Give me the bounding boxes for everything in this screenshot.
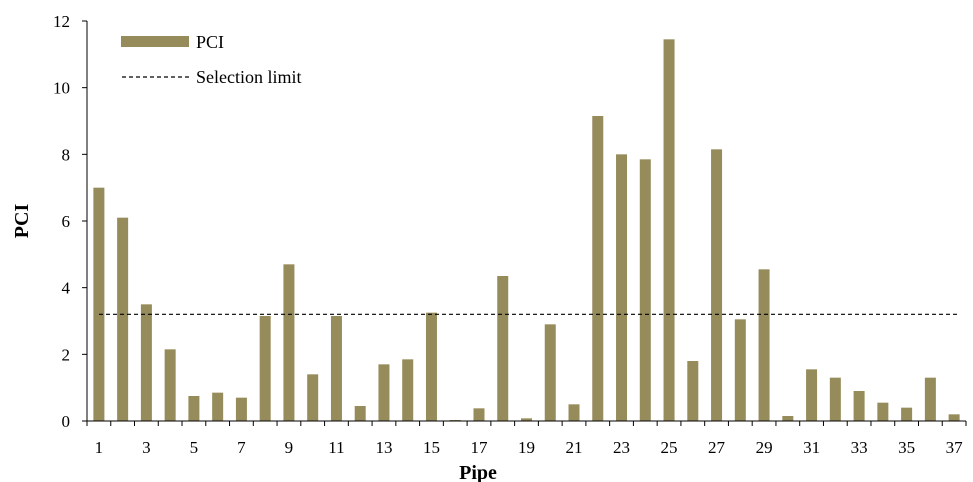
x-tick-label-7: 7 [237, 438, 246, 457]
bar-pipe-2 [117, 217, 129, 421]
legend-swatch-pci [121, 36, 189, 47]
bar-pipe-21 [568, 404, 580, 421]
bar-pipe-10 [307, 374, 319, 421]
x-tick-label-3: 3 [142, 438, 151, 457]
bar-pipe-33 [853, 391, 865, 421]
bar-pipe-9 [283, 264, 295, 421]
x-tick-label-31: 31 [803, 438, 820, 457]
bar-pipe-20 [544, 324, 556, 421]
bar-pipe-34 [877, 402, 889, 421]
x-axis-tick-labels: 1 3 5 7 9 11 13 15 17 19 21 23 25 27 29 31 33 35 37 [95, 438, 963, 457]
y-tick-label-0: 0 [62, 412, 71, 431]
bar-pipe-35 [901, 407, 913, 421]
y-tick-label-10: 10 [53, 79, 70, 98]
x-tick-label-29: 29 [756, 438, 773, 457]
bar-pipe-23 [616, 154, 628, 422]
x-tick-label-13: 13 [375, 438, 392, 457]
bar-pipe-19 [521, 418, 532, 421]
y-tick-label-6: 6 [62, 212, 71, 231]
bar-pipe-7 [235, 397, 247, 421]
x-tick-label-9: 9 [285, 438, 294, 457]
bars-group [93, 39, 960, 422]
y-axis-tick-labels: 0 2 4 6 8 10 12 [53, 12, 71, 431]
bar-pipe-32 [829, 377, 841, 421]
bar-pipe-15 [425, 312, 437, 421]
bar-pipe-29 [758, 269, 770, 421]
bar-pipe-24 [639, 159, 651, 422]
x-tick-label-19: 19 [518, 438, 535, 457]
y-axis-ticks [82, 20, 87, 422]
y-tick-label-4: 4 [62, 279, 71, 298]
x-tick-label-17: 17 [470, 438, 488, 457]
bar-pipe-31 [806, 369, 818, 421]
y-axis-title: PCI [11, 204, 33, 239]
bar-pipe-17 [473, 408, 485, 421]
y-tick-label-12: 12 [53, 12, 70, 31]
bar-pipe-27 [711, 149, 723, 422]
x-tick-label-35: 35 [898, 438, 915, 457]
x-axis-ticks [86, 421, 967, 426]
bar-pipe-25 [663, 39, 675, 421]
bar-pipe-8 [259, 316, 271, 421]
bar-pipe-22 [592, 116, 604, 421]
x-tick-label-21: 21 [566, 438, 583, 457]
x-tick-label-23: 23 [613, 438, 630, 457]
legend-label-pci: PCI [196, 32, 224, 52]
bar-pipe-18 [497, 276, 509, 421]
bar-pipe-12 [354, 406, 366, 421]
x-tick-label-27: 27 [708, 438, 726, 457]
bar-pipe-5 [188, 396, 200, 421]
x-tick-label-1: 1 [95, 438, 104, 457]
x-tick-label-11: 11 [328, 438, 344, 457]
bar-pipe-11 [330, 316, 342, 421]
x-tick-label-25: 25 [661, 438, 678, 457]
x-axis-title: Pipe [459, 462, 497, 482]
x-tick-label-37: 37 [946, 438, 964, 457]
bar-pipe-3 [140, 304, 152, 421]
bar-pipe-1 [93, 187, 105, 421]
bar-pipe-14 [402, 359, 414, 421]
x-tick-label-5: 5 [190, 438, 199, 457]
x-tick-label-15: 15 [423, 438, 440, 457]
legend: PCI Selection limit [121, 32, 302, 87]
bar-pipe-26 [687, 361, 699, 421]
y-tick-label-8: 8 [62, 145, 71, 164]
bar-pipe-36 [924, 377, 936, 421]
legend-label-selection-limit: Selection limit [196, 67, 302, 87]
bar-pipe-4 [164, 349, 176, 421]
bar-pipe-28 [734, 319, 746, 421]
bar-pipe-37 [948, 414, 960, 421]
x-tick-label-33: 33 [851, 438, 868, 457]
bar-pipe-30 [782, 416, 794, 421]
bar-pipe-6 [212, 392, 224, 421]
y-tick-label-2: 2 [62, 345, 71, 364]
bar-pipe-13 [378, 364, 390, 421]
